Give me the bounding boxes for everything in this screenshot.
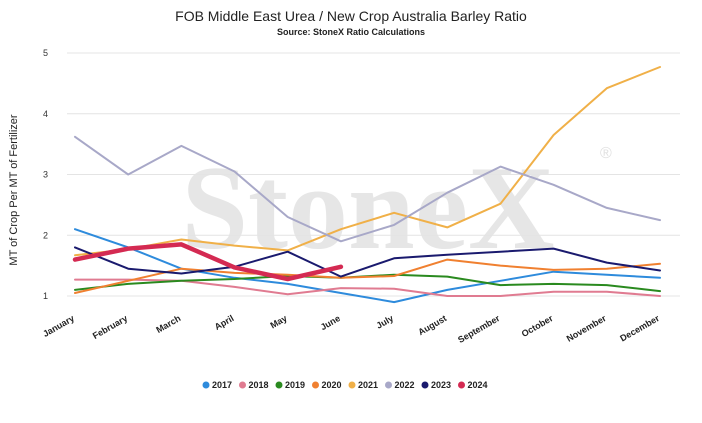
x-axis-ticks: January February March April May June July Augu… [41, 313, 661, 345]
legend-item-2019[interactable]: 2019 [275, 380, 306, 390]
legend-item-2017[interactable]: 2017 [202, 380, 233, 390]
x-tick-label: July [374, 313, 395, 331]
legend-swatch [421, 381, 429, 389]
legend-item-2022[interactable]: 2022 [385, 380, 415, 390]
legend-item-2024[interactable]: 2024 [458, 380, 488, 390]
legend-swatch [202, 381, 210, 389]
x-tick-label: May [269, 313, 289, 330]
x-tick-label: January [41, 313, 76, 339]
y-tick-label: 3 [43, 170, 48, 180]
legend-swatch [458, 381, 465, 389]
legend-swatch [275, 381, 283, 389]
series-line-2022 [74, 135, 661, 243]
watermark: StoneX ® [181, 141, 612, 274]
legend-swatch [312, 381, 319, 389]
series-line-2020 [74, 258, 661, 294]
legend-label: 2019 [285, 380, 305, 390]
x-tick-label: February [91, 313, 129, 341]
x-tick-label: October [520, 313, 555, 339]
y-axis-ticks: 1 2 3 4 5 [43, 48, 48, 301]
legend-label: 2018 [249, 380, 269, 390]
y-tick-label: 5 [43, 48, 48, 58]
legend-label: 2023 [431, 380, 451, 390]
series-line-2024 [72, 242, 344, 282]
series-line-2023 [74, 246, 661, 278]
legend-label: 2020 [322, 380, 342, 390]
legend-label: 2022 [395, 380, 415, 390]
series-line-2021 [74, 66, 661, 257]
legend-swatch [239, 381, 246, 389]
y-tick-label: 2 [43, 230, 48, 240]
series-line-2017 [74, 228, 661, 304]
legend-label: 2024 [468, 380, 488, 390]
legend[interactable]: 2017 2018 2019 2020 2021 2022 2023 2024 [202, 380, 488, 390]
x-tick-label: November [565, 313, 609, 344]
chart-title: FOB Middle East Urea / New Crop Australi… [175, 8, 527, 24]
y-tick-label: 4 [43, 109, 48, 119]
legend-swatch [385, 381, 392, 389]
x-tick-label: April [213, 313, 236, 332]
legend-swatch [348, 381, 356, 389]
legend-item-2021[interactable]: 2021 [348, 380, 379, 390]
x-tick-label: June [319, 313, 342, 332]
series-lines [72, 66, 661, 304]
legend-item-2018[interactable]: 2018 [239, 380, 269, 390]
x-tick-label: August [416, 313, 448, 337]
x-tick-label: March [154, 313, 182, 335]
registered-mark: ® [600, 145, 612, 162]
x-tick-label: December [618, 313, 661, 344]
gridlines [67, 52, 680, 297]
legend-label: 2021 [358, 380, 378, 390]
stonex-watermark: StoneX [181, 141, 554, 274]
y-tick-label: 1 [43, 291, 48, 301]
legend-item-2023[interactable]: 2023 [421, 380, 452, 390]
chart-subtitle: Source: StoneX Ratio Calculations [276, 27, 426, 37]
legend-label: 2017 [212, 380, 232, 390]
x-tick-label: September [456, 313, 502, 345]
y-axis-label: MT of Crop Per MT of Fertilizer [8, 114, 20, 266]
legend-item-2020[interactable]: 2020 [312, 380, 342, 390]
